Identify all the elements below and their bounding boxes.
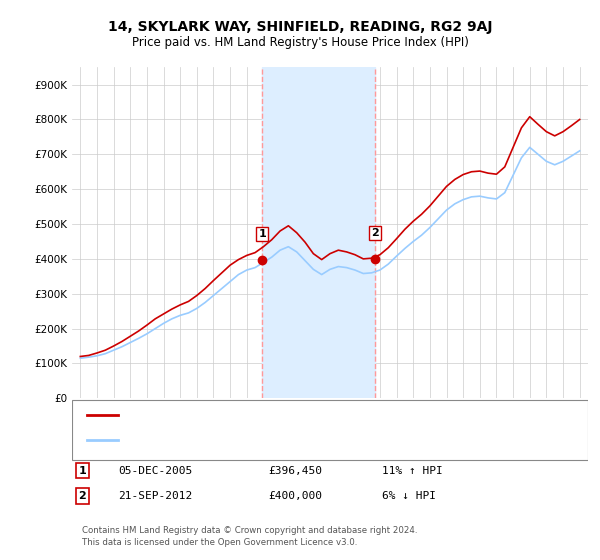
FancyBboxPatch shape xyxy=(72,400,588,460)
Text: 14, SKYLARK WAY, SHINFIELD, READING, RG2 9AJ: 14, SKYLARK WAY, SHINFIELD, READING, RG2… xyxy=(108,20,492,34)
Text: 2: 2 xyxy=(371,228,379,238)
Text: HPI: Average price, detached house, Wokingham: HPI: Average price, detached house, Woki… xyxy=(129,436,372,445)
Text: £400,000: £400,000 xyxy=(268,491,322,501)
Bar xyxy=(262,67,375,398)
Text: 14, SKYLARK WAY, SHINFIELD, READING, RG2 9AJ (detached house): 14, SKYLARK WAY, SHINFIELD, READING, RG2… xyxy=(129,410,465,420)
Text: 2: 2 xyxy=(79,491,86,501)
Text: Contains HM Land Registry data © Crown copyright and database right 2024.: Contains HM Land Registry data © Crown c… xyxy=(82,526,418,535)
Text: 11% ↑ HPI: 11% ↑ HPI xyxy=(382,465,442,475)
Text: 1: 1 xyxy=(79,465,86,475)
Text: This data is licensed under the Open Government Licence v3.0.: This data is licensed under the Open Gov… xyxy=(82,538,358,547)
Text: Price paid vs. HM Land Registry's House Price Index (HPI): Price paid vs. HM Land Registry's House … xyxy=(131,36,469,49)
Text: £396,450: £396,450 xyxy=(268,465,322,475)
Text: 1: 1 xyxy=(258,229,266,239)
Text: 21-SEP-2012: 21-SEP-2012 xyxy=(118,491,193,501)
Text: 05-DEC-2005: 05-DEC-2005 xyxy=(118,465,193,475)
Text: 6% ↓ HPI: 6% ↓ HPI xyxy=(382,491,436,501)
